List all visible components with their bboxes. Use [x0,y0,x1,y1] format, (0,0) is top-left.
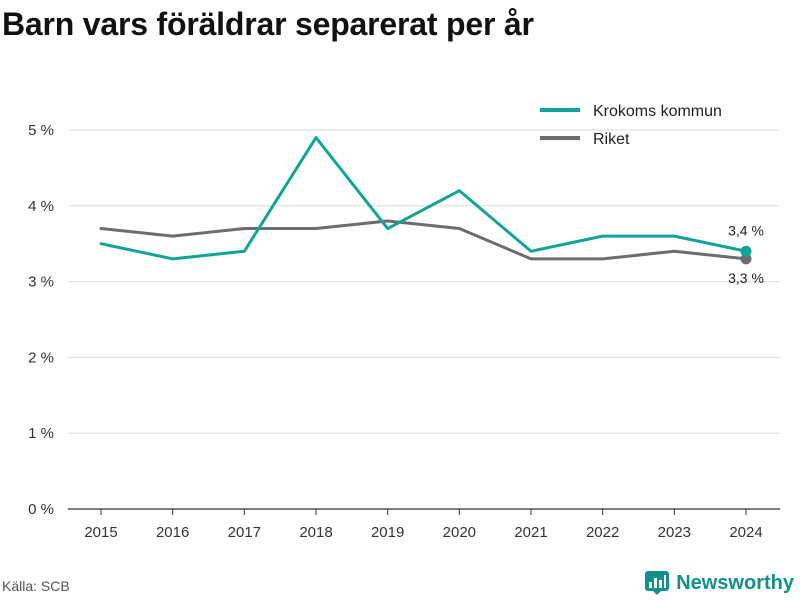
x-tick-label: 2024 [729,524,762,541]
x-tick-label: 2020 [443,524,476,541]
end-point-krokoms-kommun [740,245,752,257]
y-tick-label: 1 % [28,425,54,442]
y-tick-label: 3 % [28,274,54,291]
brand-logo: Newsworthy [644,570,794,596]
end-point-riket [740,253,752,265]
data-label-krokoms-kommun: 3,4 % [728,222,764,238]
x-tick-label: 2023 [658,524,691,541]
x-tick-label: 2017 [228,524,261,541]
y-tick-label: 0 % [28,501,54,518]
data-label-riket: 3,3 % [728,270,764,286]
source-note: Källa: SCB [2,578,70,594]
legend: Krokoms kommun Riket [540,103,722,148]
y-tick-label: 5 % [28,122,54,139]
x-tick-label: 2022 [586,524,619,541]
newsworthy-logo-icon [645,571,670,595]
series-line-krokoms-kommun [99,136,748,261]
x-tick-label: 2018 [299,524,332,541]
chart-title: Barn vars föräldrar separerat per år [2,6,534,42]
y-tick-label: 2 % [28,349,54,366]
x-tick-label: 2021 [514,524,547,541]
series-lines: 3,4 % 3,3 % [99,136,764,286]
series-line-riket [99,219,748,261]
x-tick-label: 2015 [84,524,117,541]
x-tick-label: 2016 [156,524,189,541]
brand-name: Newsworthy [676,571,794,594]
legend-label: Krokoms kommun [593,103,722,120]
x-tick-label: 2019 [371,524,404,541]
gridlines [68,129,780,434]
y-tick-label: 4 % [28,198,54,215]
axes: 0 % 1 % 2 % 3 % 4 % 5 % 2015 2016 2017 2018 2019 20… [28,122,780,541]
legend-label: Riket [593,131,630,148]
